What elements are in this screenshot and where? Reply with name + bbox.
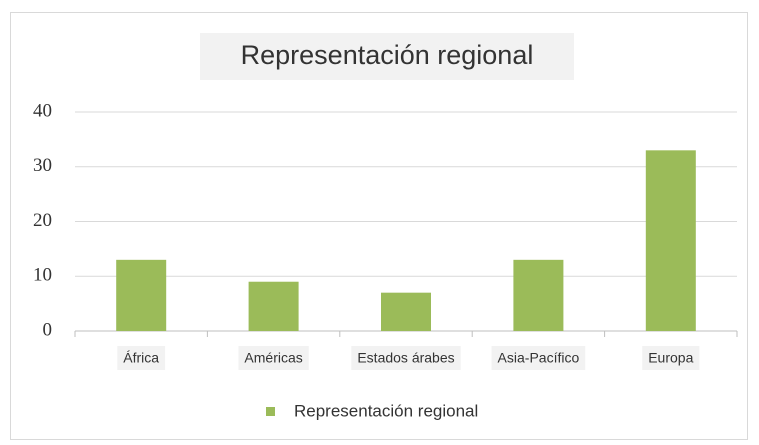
- legend-label: Representación regional: [294, 401, 478, 420]
- bar: [116, 259, 167, 331]
- bar: [248, 281, 299, 331]
- x-label-background: [238, 346, 309, 370]
- x-tick-label: Estados árabes: [357, 350, 454, 366]
- x-tick-label: Asia-Pacífico: [498, 350, 580, 366]
- x-label-background: [117, 346, 166, 370]
- x-tick-label: Europa: [648, 350, 693, 366]
- y-tick-label: 20: [33, 210, 52, 231]
- legend-swatch: [266, 407, 275, 416]
- y-tick-label: 40: [33, 100, 52, 121]
- x-label-background: [351, 346, 461, 370]
- bar: [513, 259, 564, 331]
- x-label-background: [491, 346, 586, 370]
- y-tick-label: 10: [33, 265, 52, 286]
- bar: [381, 292, 431, 331]
- y-tick-label: 0: [43, 319, 53, 340]
- title-background: [200, 33, 574, 80]
- y-tick-label: 30: [33, 155, 52, 176]
- bar: [645, 150, 696, 331]
- x-label-background: [642, 346, 700, 370]
- x-tick-label: África: [123, 350, 159, 366]
- chart-title: Representación regional: [241, 40, 534, 70]
- x-tick-label: Américas: [244, 350, 302, 366]
